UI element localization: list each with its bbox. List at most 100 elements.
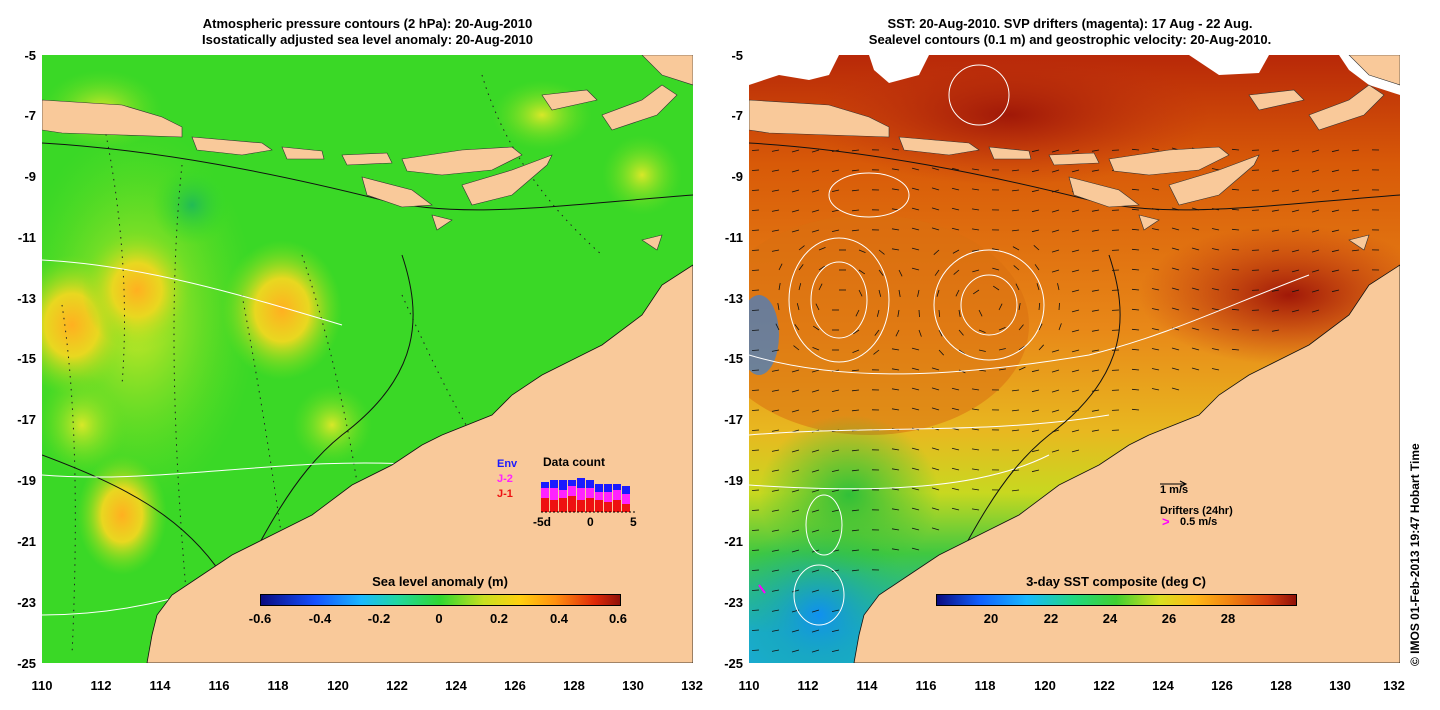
velocity-arrow [971,388,980,391]
velocity-arrow [931,207,940,211]
y-tick-label: -17 [17,412,36,427]
inset-bar [559,498,567,512]
velocity-arrow [1311,149,1320,153]
y-tick-label: -25 [17,656,36,671]
velocity-arrow [1018,324,1024,331]
velocity-arrow [1351,269,1360,272]
velocity-arrow [1071,209,1080,213]
velocity-arrow [1171,347,1180,351]
velocity-arrow [1311,269,1320,273]
velocity-arrow [751,629,760,631]
velocity-arrow [911,527,920,531]
velocity-arrow [793,345,800,351]
velocity-arrow [1091,289,1100,292]
velocity-arrow [1291,309,1300,313]
y-tick-label: -23 [724,595,743,610]
velocity-arrow [1071,369,1080,373]
velocity-arrow [771,429,780,432]
velocity-arrow [1311,289,1320,293]
velocity-arrow [791,469,800,473]
velocity-arrow [1071,249,1080,253]
velocity-arrow [798,264,804,271]
velocity-arrow [811,609,820,613]
inset-title: Data count [543,455,606,469]
velocity-arrow [1051,269,1060,273]
velocity-arrow [1331,149,1340,153]
colorbar-tick-label: 0.4 [549,611,569,626]
velocity-arrow [791,409,800,413]
velocity-arrow [1291,149,1300,153]
velocity-arrow [1151,308,1160,311]
x-tick-label: 110 [31,678,53,693]
colorbar-tick-label: -0.6 [248,611,272,626]
drifters-label: Drifters (24hr) [1160,505,1233,517]
velocity-arrow [1091,269,1100,272]
velocity-arrow [1071,169,1080,173]
velocity-arrow [911,487,920,491]
velocity-arrow [811,509,820,513]
velocity-arrow [873,349,880,355]
velocity-arrow [931,227,940,231]
inset-x-tick: 0 [587,515,594,529]
velocity-arrow [878,289,882,297]
velocity-arrow [811,229,820,233]
velocity-arrow [1031,389,1040,393]
velocity-arrow [1211,328,1220,331]
velocity-arrow [1013,265,1020,271]
velocity-arrow [1071,449,1080,453]
velocity-arrow [1071,389,1080,393]
velocity-arrow [971,168,980,171]
x-tick-label: 128 [1270,678,1292,693]
velocity-arrow [1191,327,1200,331]
sst-colorbar [936,594,1297,606]
inset-bar [559,490,567,498]
inset-bar [550,480,558,488]
velocity-arrow [931,527,940,531]
velocity-scale-arrow [1160,476,1190,494]
velocity-arrow [1231,348,1240,351]
sst-map [749,55,1400,663]
velocity-arrow [891,548,900,551]
velocity-arrow [751,609,760,611]
velocity-arrow [831,449,840,452]
x-tick-label: 114 [856,678,878,693]
velocity-arrow [851,529,860,532]
velocity-arrow [791,369,800,373]
velocity-arrow [1331,169,1340,173]
velocity-arrow [931,387,940,391]
velocity-arrow [1151,328,1160,331]
sst-map-svg [749,55,1400,663]
y-tick-label: -7 [731,108,743,123]
velocity-arrow [891,348,900,351]
right-title-line1: SST: 20-Aug-2010. SVP drifters (magenta)… [887,16,1253,31]
inset-bar [541,498,549,512]
velocity-arrow [831,529,840,532]
velocity-arrow [1231,308,1240,311]
velocity-arrow [972,269,980,273]
velocity-arrow [1051,449,1060,453]
y-tick-label: -15 [17,351,36,366]
velocity-arrow [1031,189,1040,193]
velocity-arrow [851,209,860,212]
velocity-arrow [1271,229,1280,232]
velocity-arrow [1131,388,1140,391]
y-tick-label: -15 [724,351,743,366]
velocity-arrow [818,247,826,251]
x-tick-label: 122 [386,678,408,693]
velocity-arrow [791,489,800,493]
velocity-arrow [815,303,820,311]
velocity-arrow [851,189,860,192]
velocity-arrow [1271,309,1280,312]
velocity-arrow [1051,349,1060,353]
inset-bar [595,500,603,512]
velocity-arrow [931,167,940,171]
velocity-arrow [1091,429,1100,432]
velocity-arrow [851,409,860,412]
velocity-arrow [971,408,980,411]
velocity-arrow [918,309,920,318]
velocity-arrow [811,469,820,473]
velocity-arrow [751,329,760,331]
inset-legend-j2: J-2 [497,473,513,485]
velocity-arrow [818,265,826,271]
velocity-arrow [911,247,920,251]
